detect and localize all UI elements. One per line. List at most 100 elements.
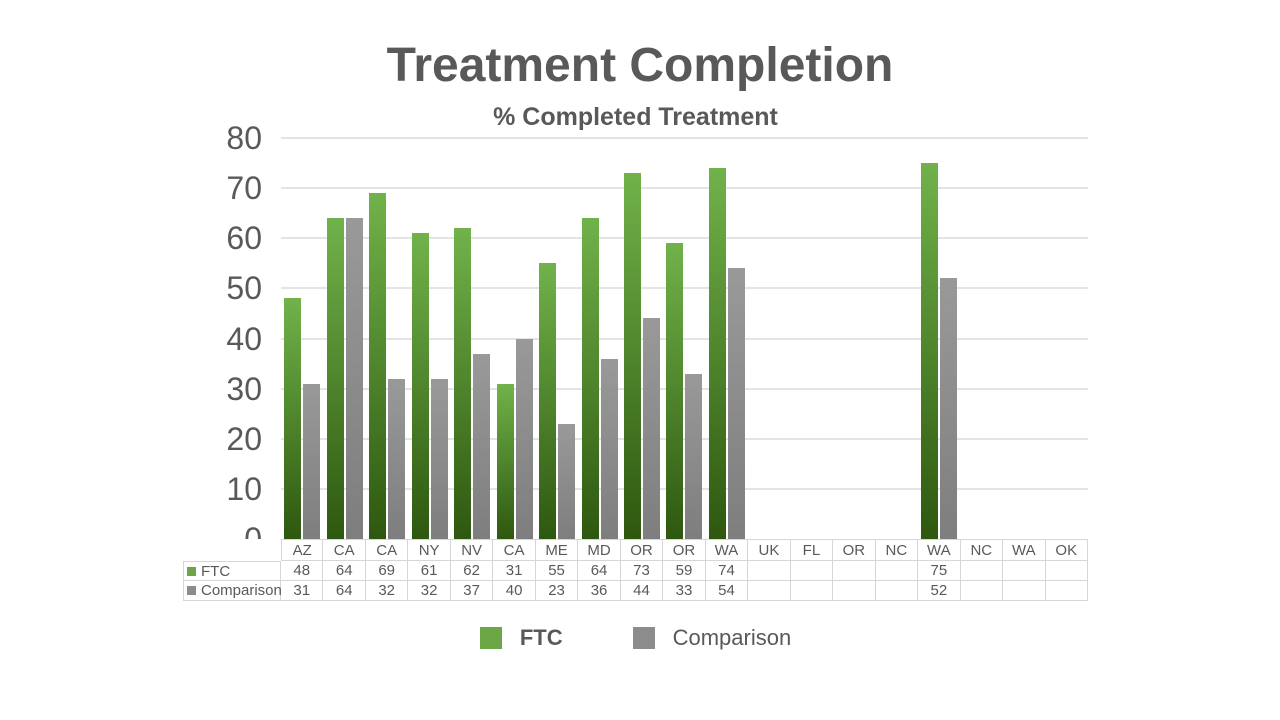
legend-item-comparison: Comparison bbox=[632, 625, 792, 651]
bar-comparison bbox=[345, 218, 363, 539]
y-axis: 01020304050607080 bbox=[150, 122, 262, 555]
gridline-10 bbox=[281, 487, 1088, 490]
bar-group-ca-2 bbox=[366, 138, 408, 539]
bar-group-ok-18 bbox=[1045, 138, 1087, 539]
table-value-cell: 75 bbox=[918, 561, 961, 581]
table-value-cell: 31 bbox=[493, 561, 536, 581]
y-tick-label-40: 40 bbox=[226, 320, 262, 357]
bar-ftc bbox=[454, 228, 472, 539]
bar-ftc bbox=[708, 168, 726, 539]
table-value-cell: 23 bbox=[535, 581, 579, 601]
bar-comparison bbox=[727, 268, 745, 539]
table-value-cell: 73 bbox=[620, 561, 664, 581]
bars-layer bbox=[281, 138, 1088, 539]
gridline-30 bbox=[281, 387, 1088, 390]
ftc-legend-swatch-icon bbox=[479, 627, 502, 649]
bar-ftc bbox=[496, 383, 514, 539]
bar-comparison bbox=[473, 353, 491, 539]
table-value-cell: 64 bbox=[323, 581, 366, 601]
y-tick-label-60: 60 bbox=[226, 220, 262, 257]
table-value-cell bbox=[960, 581, 1004, 601]
table-category-label: UK bbox=[748, 539, 791, 561]
table-value-cell: 48 bbox=[281, 561, 324, 581]
bar-group-ca-1 bbox=[323, 138, 365, 539]
table-series-name: FTC bbox=[201, 562, 231, 580]
table-value-cell bbox=[833, 561, 876, 581]
gridline-80 bbox=[281, 137, 1088, 139]
bar-group-az-0 bbox=[281, 138, 323, 539]
bar-group-uk-11 bbox=[748, 138, 790, 539]
gridline-20 bbox=[281, 437, 1088, 440]
ftc-swatch-icon bbox=[187, 566, 196, 576]
table-value-cell bbox=[1045, 581, 1088, 601]
legend-label-ftc: FTC bbox=[519, 625, 563, 650]
y-tick-label-20: 20 bbox=[226, 420, 262, 457]
table-value-cell: 52 bbox=[918, 581, 961, 601]
table-category-label: WA bbox=[705, 539, 749, 561]
table-value-cell: 40 bbox=[493, 581, 536, 601]
bar-comparison bbox=[558, 423, 576, 539]
table-category-label: WA bbox=[1003, 539, 1046, 561]
table-category-label: MD bbox=[578, 539, 621, 561]
table-category-label: OK bbox=[1045, 539, 1088, 561]
table-value-cell: 55 bbox=[535, 561, 579, 581]
table-category-label: WA bbox=[918, 539, 961, 561]
bar-group-wa-17 bbox=[1003, 138, 1045, 539]
table-category-label: ME bbox=[535, 539, 579, 561]
gridline-60 bbox=[281, 237, 1088, 240]
table-value-cell bbox=[790, 561, 834, 581]
table-value-cell: 59 bbox=[663, 561, 706, 581]
bar-group-or-9 bbox=[663, 138, 705, 539]
bar-group-or-13 bbox=[833, 138, 875, 539]
bar-comparison bbox=[600, 358, 618, 539]
gridline-50 bbox=[281, 287, 1088, 290]
y-tick-label-50: 50 bbox=[226, 270, 262, 307]
gridline-40 bbox=[281, 337, 1088, 340]
table-value-cell bbox=[875, 581, 919, 601]
table-value-cell bbox=[1045, 561, 1088, 581]
table-value-cell: 44 bbox=[620, 581, 664, 601]
bar-comparison bbox=[303, 383, 321, 539]
table-value-cell bbox=[1003, 561, 1046, 581]
legend-label-comparison: Comparison bbox=[672, 625, 792, 650]
table-value-cell bbox=[833, 581, 876, 601]
table-value-cell: 69 bbox=[365, 561, 409, 581]
table-value-cell: 37 bbox=[450, 581, 494, 601]
table-value-cell bbox=[875, 561, 919, 581]
bar-group-fl-12 bbox=[791, 138, 833, 539]
chart-subtitle: % Completed Treatment bbox=[493, 103, 778, 131]
bar-comparison bbox=[642, 318, 660, 539]
y-tick-label-30: 30 bbox=[226, 370, 262, 407]
table-category-label: FL bbox=[790, 539, 834, 561]
table-category-label: AZ bbox=[281, 539, 324, 561]
table-value-cell: 64 bbox=[578, 561, 621, 581]
table-category-label: NV bbox=[450, 539, 494, 561]
comparison-legend-swatch-icon bbox=[632, 627, 655, 649]
table-corner-cell bbox=[183, 539, 281, 561]
table-series-key-ftc: FTC bbox=[183, 561, 281, 581]
bar-group-nc-14 bbox=[876, 138, 918, 539]
table-category-label: OR bbox=[620, 539, 664, 561]
y-tick-label-10: 10 bbox=[226, 470, 262, 507]
table-category-label: NC bbox=[960, 539, 1004, 561]
table-value-cell: 74 bbox=[705, 561, 749, 581]
bar-ftc bbox=[921, 163, 939, 539]
table-value-cell: 32 bbox=[365, 581, 409, 601]
table-value-cell bbox=[748, 561, 791, 581]
bar-ftc bbox=[581, 218, 599, 539]
table-category-label: CA bbox=[365, 539, 409, 561]
bar-ftc bbox=[284, 298, 302, 539]
table-value-cell: 33 bbox=[663, 581, 706, 601]
y-tick-label-70: 70 bbox=[226, 170, 262, 207]
table-value-cell: 31 bbox=[281, 581, 324, 601]
table-category-label: OR bbox=[663, 539, 706, 561]
bar-ftc bbox=[539, 263, 557, 539]
bar-group-ca-5 bbox=[493, 138, 535, 539]
table-value-cell bbox=[748, 581, 791, 601]
table-value-cell bbox=[790, 581, 834, 601]
bar-comparison bbox=[430, 378, 448, 539]
plot-area bbox=[281, 137, 1088, 539]
table-series-key-comparison: Comparison bbox=[183, 581, 282, 601]
table-category-label: OR bbox=[833, 539, 876, 561]
